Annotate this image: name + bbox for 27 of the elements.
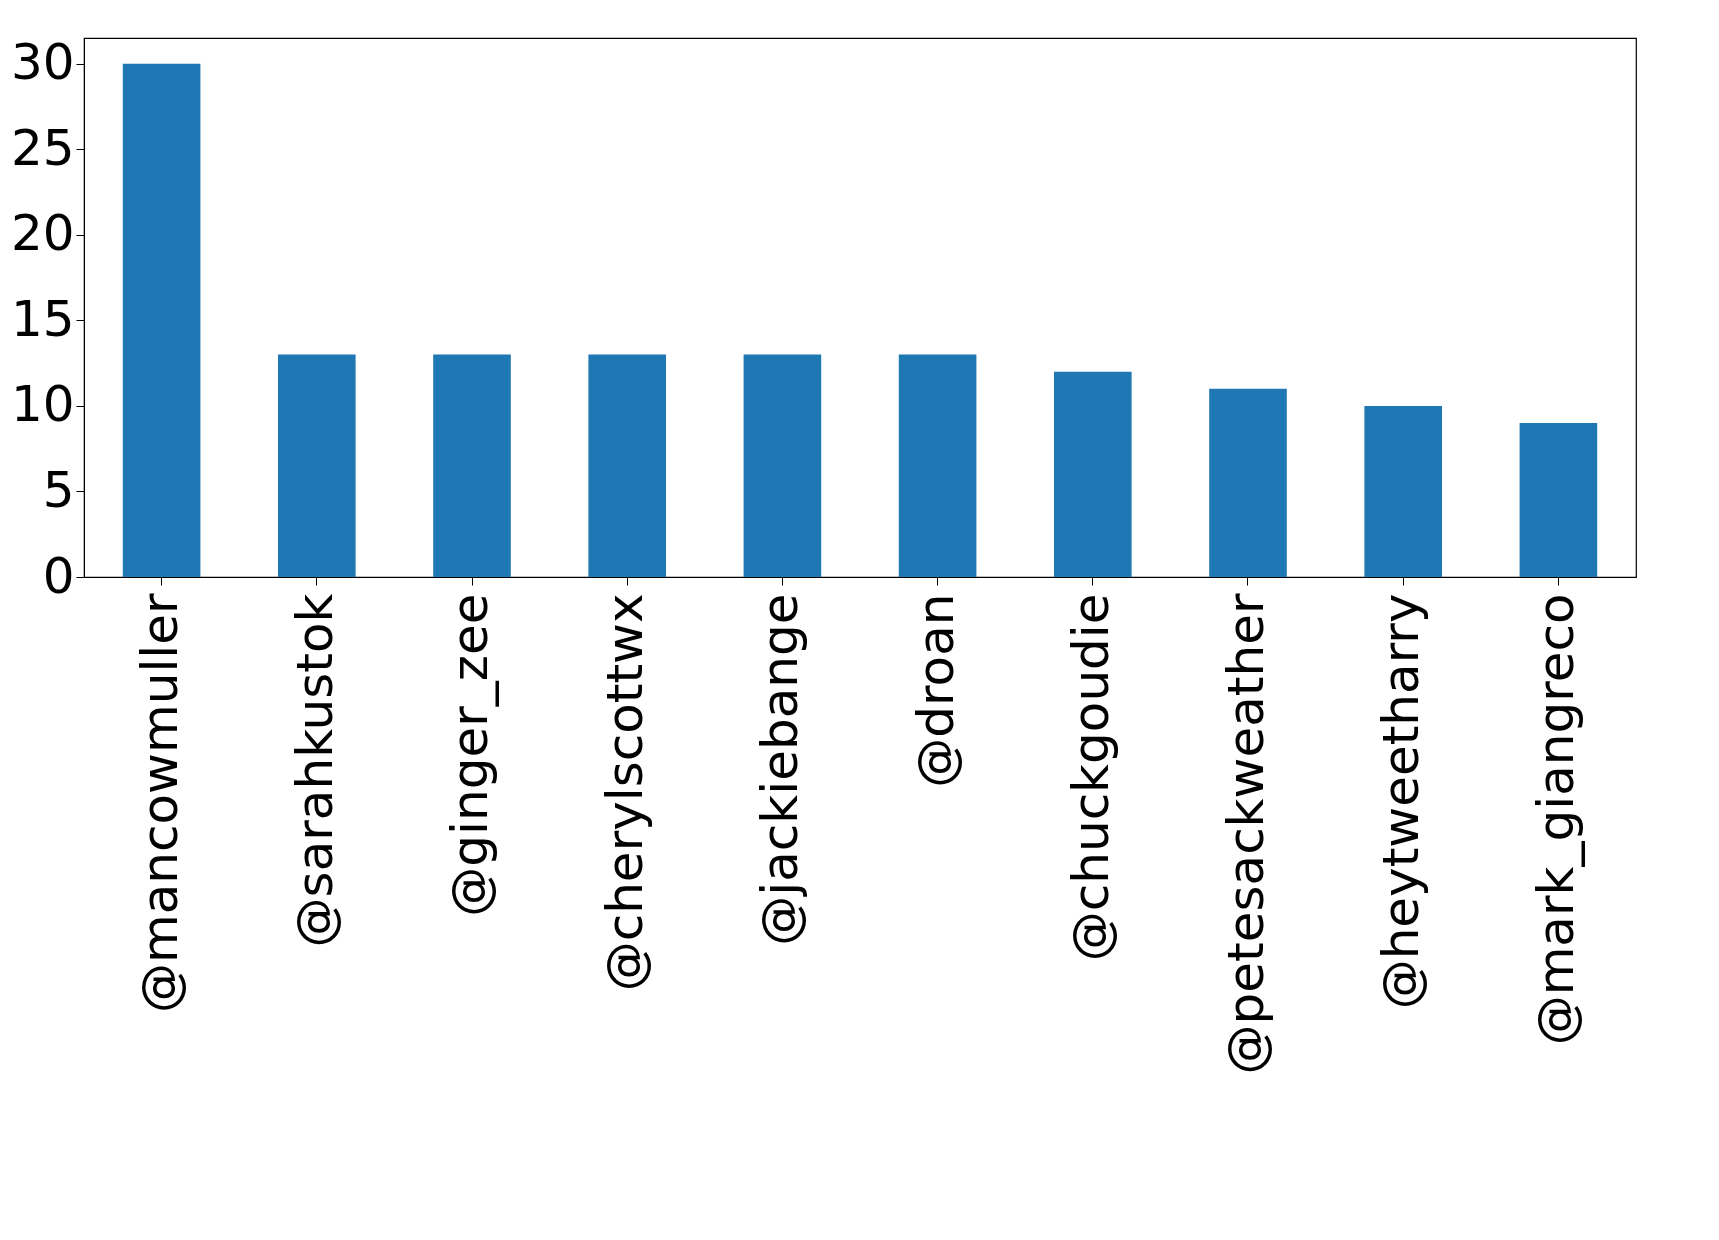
- bar: [898, 354, 977, 577]
- x-tick-label: @mancowmuller: [130, 593, 189, 1014]
- bar: [278, 354, 356, 577]
- y-tick-label: 10: [10, 375, 75, 434]
- y-tick-label: 15: [10, 289, 75, 348]
- x-tick-label: @petesackweather: [1217, 593, 1275, 1075]
- x-tick-label: @chuckgoudie: [1061, 593, 1120, 962]
- bar: [1054, 371, 1132, 577]
- x-tick-label: @heytweetharry: [1372, 593, 1431, 1010]
- x-tick-label: @jackiebange: [751, 593, 810, 946]
- y-tick-label: 25: [10, 118, 75, 177]
- y-tick-label: 30: [10, 33, 75, 92]
- bar: [122, 63, 201, 577]
- y-tick-label: 20: [10, 204, 75, 263]
- x-tick-label: @sarahkustok: [285, 593, 344, 948]
- x-tick-label: @mark_giangreco: [1527, 593, 1586, 1046]
- bar: [743, 354, 822, 577]
- y-tick-label: 0: [42, 546, 75, 605]
- x-tick-label: @droan: [906, 593, 965, 788]
- x-tick-label: @cherylscottwx: [596, 593, 655, 992]
- bar: [1364, 405, 1442, 577]
- bar: [1519, 423, 1598, 577]
- bar: [433, 354, 511, 577]
- bar: [588, 354, 666, 577]
- x-tick-label: @ginger_zee: [441, 593, 499, 917]
- bar: [1209, 388, 1287, 577]
- y-tick-label: 5: [42, 460, 75, 519]
